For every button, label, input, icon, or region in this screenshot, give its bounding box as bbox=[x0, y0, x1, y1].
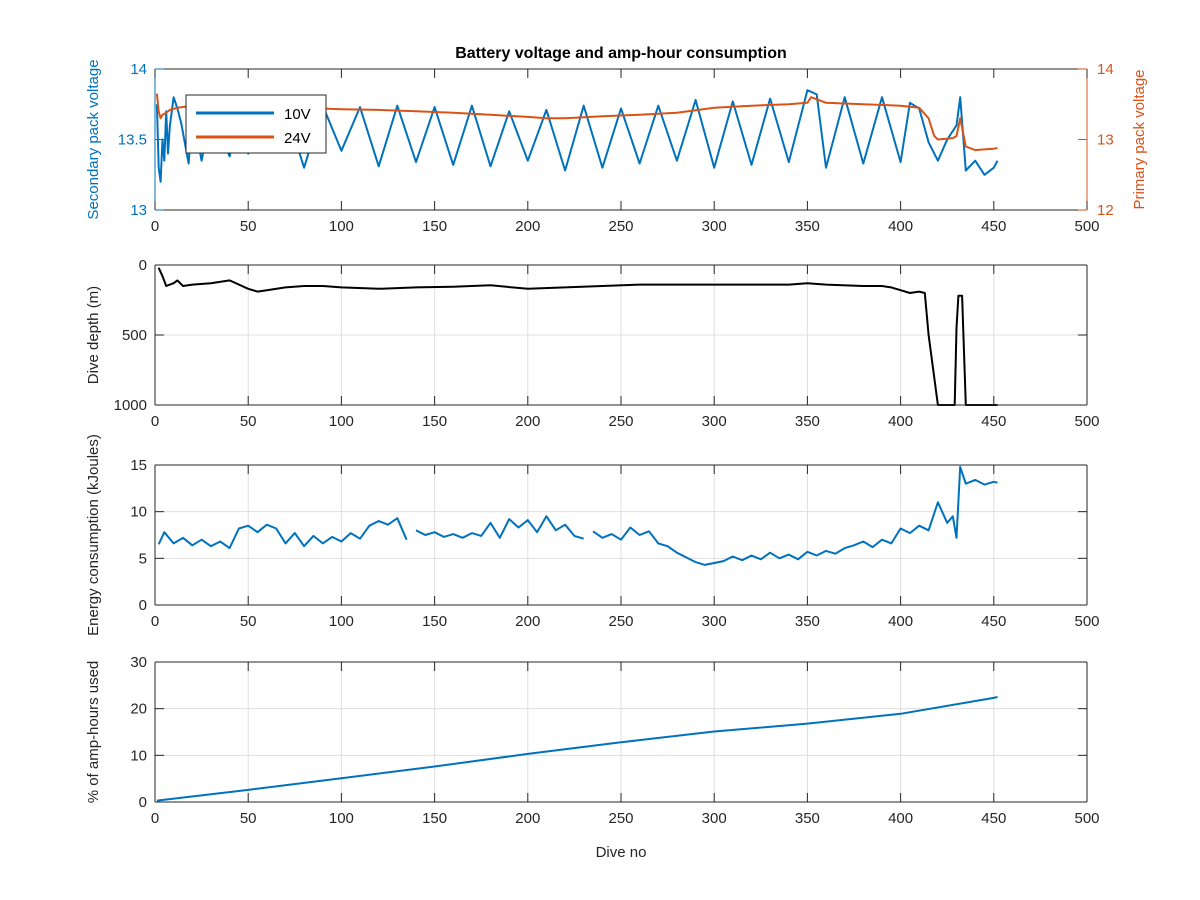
y-tick-label: 20 bbox=[130, 701, 147, 718]
legend-box bbox=[185, 94, 327, 154]
y-tick-label: 13 bbox=[130, 202, 147, 219]
y-tick-label: 15 bbox=[130, 457, 147, 474]
x-tick-label: 100 bbox=[329, 810, 354, 827]
x-tick-label: 450 bbox=[981, 413, 1006, 430]
x-tick-label: 250 bbox=[608, 413, 633, 430]
y-tick-label: 30 bbox=[130, 654, 147, 671]
x-tick-label: 300 bbox=[702, 218, 727, 235]
y-axis-label: Energy consumption (kJoules) bbox=[85, 434, 102, 636]
x-tick-label: 300 bbox=[702, 810, 727, 827]
y-tick-label-right: 12 bbox=[1097, 202, 1114, 219]
x-tick-label: 400 bbox=[888, 810, 913, 827]
x-tick-label: 100 bbox=[329, 218, 354, 235]
y-tick-label: 5 bbox=[139, 550, 147, 567]
x-tick-label: 450 bbox=[981, 613, 1006, 630]
x-tick-label: 500 bbox=[1074, 810, 1099, 827]
x-tick-label: 200 bbox=[515, 218, 540, 235]
x-tick-label: 400 bbox=[888, 413, 913, 430]
x-tick-label: 350 bbox=[795, 613, 820, 630]
x-tick-label: 150 bbox=[422, 613, 447, 630]
x-tick-label: 50 bbox=[240, 613, 257, 630]
x-tick-label: 200 bbox=[515, 413, 540, 430]
x-tick-label: 350 bbox=[795, 413, 820, 430]
x-tick-label: 200 bbox=[515, 613, 540, 630]
y-tick-label-right: 13 bbox=[1097, 132, 1114, 149]
x-tick-label: 350 bbox=[795, 810, 820, 827]
series-line bbox=[156, 696, 998, 802]
y-tick-label: 1000 bbox=[114, 397, 147, 414]
legend-label-10v: 10V bbox=[284, 106, 311, 123]
y-tick-label: 10 bbox=[130, 504, 147, 521]
x-tick-label: 150 bbox=[422, 218, 447, 235]
x-tick-label: 250 bbox=[608, 613, 633, 630]
y-tick-label: 500 bbox=[122, 327, 147, 344]
x-tick-label: 100 bbox=[329, 613, 354, 630]
x-tick-label: 50 bbox=[240, 810, 257, 827]
x-tick-label: 500 bbox=[1074, 218, 1099, 235]
x-tick-label: 300 bbox=[702, 613, 727, 630]
x-tick-label: 150 bbox=[422, 413, 447, 430]
series-line bbox=[157, 517, 408, 550]
x-tick-label: 250 bbox=[608, 810, 633, 827]
x-tick-label: 0 bbox=[151, 218, 159, 235]
y-tick-label-right: 14 bbox=[1097, 61, 1114, 78]
x-tick-label: 0 bbox=[151, 613, 159, 630]
x-tick-label: 450 bbox=[981, 810, 1006, 827]
series-line bbox=[415, 515, 584, 540]
y-axis-label: % of amp-hours used bbox=[85, 661, 102, 804]
x-tick-label: 350 bbox=[795, 218, 820, 235]
x-tick-label: 100 bbox=[329, 413, 354, 430]
y-tick-label: 13.5 bbox=[118, 132, 147, 149]
x-tick-label: 250 bbox=[608, 218, 633, 235]
y-axis-label-right: Primary pack voltage bbox=[1131, 69, 1148, 209]
x-tick-label: 500 bbox=[1074, 413, 1099, 430]
y-tick-label: 14 bbox=[130, 61, 147, 78]
x-tick-label: 500 bbox=[1074, 613, 1099, 630]
series-line-10v bbox=[155, 89, 999, 183]
y-tick-label: 0 bbox=[139, 257, 147, 274]
chart-title: Battery voltage and amp-hour consumption bbox=[455, 45, 787, 62]
x-tick-label: 50 bbox=[240, 218, 257, 235]
x-tick-label: 50 bbox=[240, 413, 257, 430]
x-tick-label: 0 bbox=[151, 810, 159, 827]
y-axis-label: Secondary pack voltage bbox=[85, 59, 102, 219]
x-tick-label: 150 bbox=[422, 810, 447, 827]
y-tick-label: 0 bbox=[139, 794, 147, 811]
x-tick-label: 400 bbox=[888, 613, 913, 630]
x-axis-label: Dive no bbox=[596, 844, 647, 861]
legend-label-24v: 24V bbox=[284, 130, 311, 147]
x-tick-label: 450 bbox=[981, 218, 1006, 235]
series-line bbox=[592, 465, 998, 566]
y-tick-label: 10 bbox=[130, 747, 147, 764]
x-tick-label: 0 bbox=[151, 413, 159, 430]
x-tick-label: 200 bbox=[515, 810, 540, 827]
y-axis-label: Dive depth (m) bbox=[85, 286, 102, 384]
y-tick-label: 0 bbox=[139, 597, 147, 614]
x-tick-label: 400 bbox=[888, 218, 913, 235]
x-tick-label: 300 bbox=[702, 413, 727, 430]
